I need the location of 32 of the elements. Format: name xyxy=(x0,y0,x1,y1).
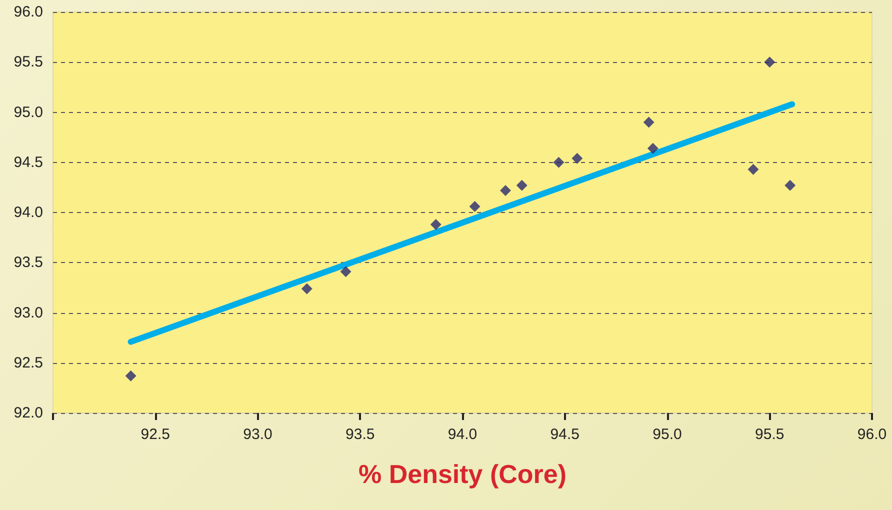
point xyxy=(340,266,352,278)
point xyxy=(125,370,136,382)
point xyxy=(301,283,312,294)
y-tick-label: 94.0 xyxy=(14,204,43,221)
y-tick-label: 94.5 xyxy=(14,154,43,171)
x-tick-label: 92.5 xyxy=(140,426,170,443)
x-tick-label: 94.0 xyxy=(448,426,478,443)
point xyxy=(553,156,564,168)
x-tick-label: 95.0 xyxy=(652,426,682,443)
point xyxy=(572,152,583,164)
x-tick-label: 95.5 xyxy=(755,426,784,443)
x-axis-title: % Density (Core) xyxy=(358,459,567,489)
point xyxy=(647,142,658,154)
point xyxy=(500,184,511,196)
point xyxy=(516,180,528,191)
point xyxy=(469,200,480,212)
x-tick-label: 94.5 xyxy=(550,426,580,443)
y-tick-label: 96.0 xyxy=(14,4,43,20)
point xyxy=(430,219,442,230)
x-tick-label: 93.0 xyxy=(243,426,272,443)
x-tick-label: 96.0 xyxy=(857,426,887,443)
y-tick-label: 93.5 xyxy=(14,254,43,272)
y-tick-label: 93.0 xyxy=(14,304,43,322)
point xyxy=(748,164,759,175)
point xyxy=(764,56,776,68)
y-tick-label: 92.5 xyxy=(14,354,43,372)
point xyxy=(784,180,796,191)
y-tick-label: 95.5 xyxy=(14,54,43,71)
point xyxy=(643,116,654,128)
x-tick-label: 93.5 xyxy=(346,426,375,443)
y-tick-label: 95.0 xyxy=(14,104,43,121)
y-tick-label: 92.0 xyxy=(14,404,43,422)
